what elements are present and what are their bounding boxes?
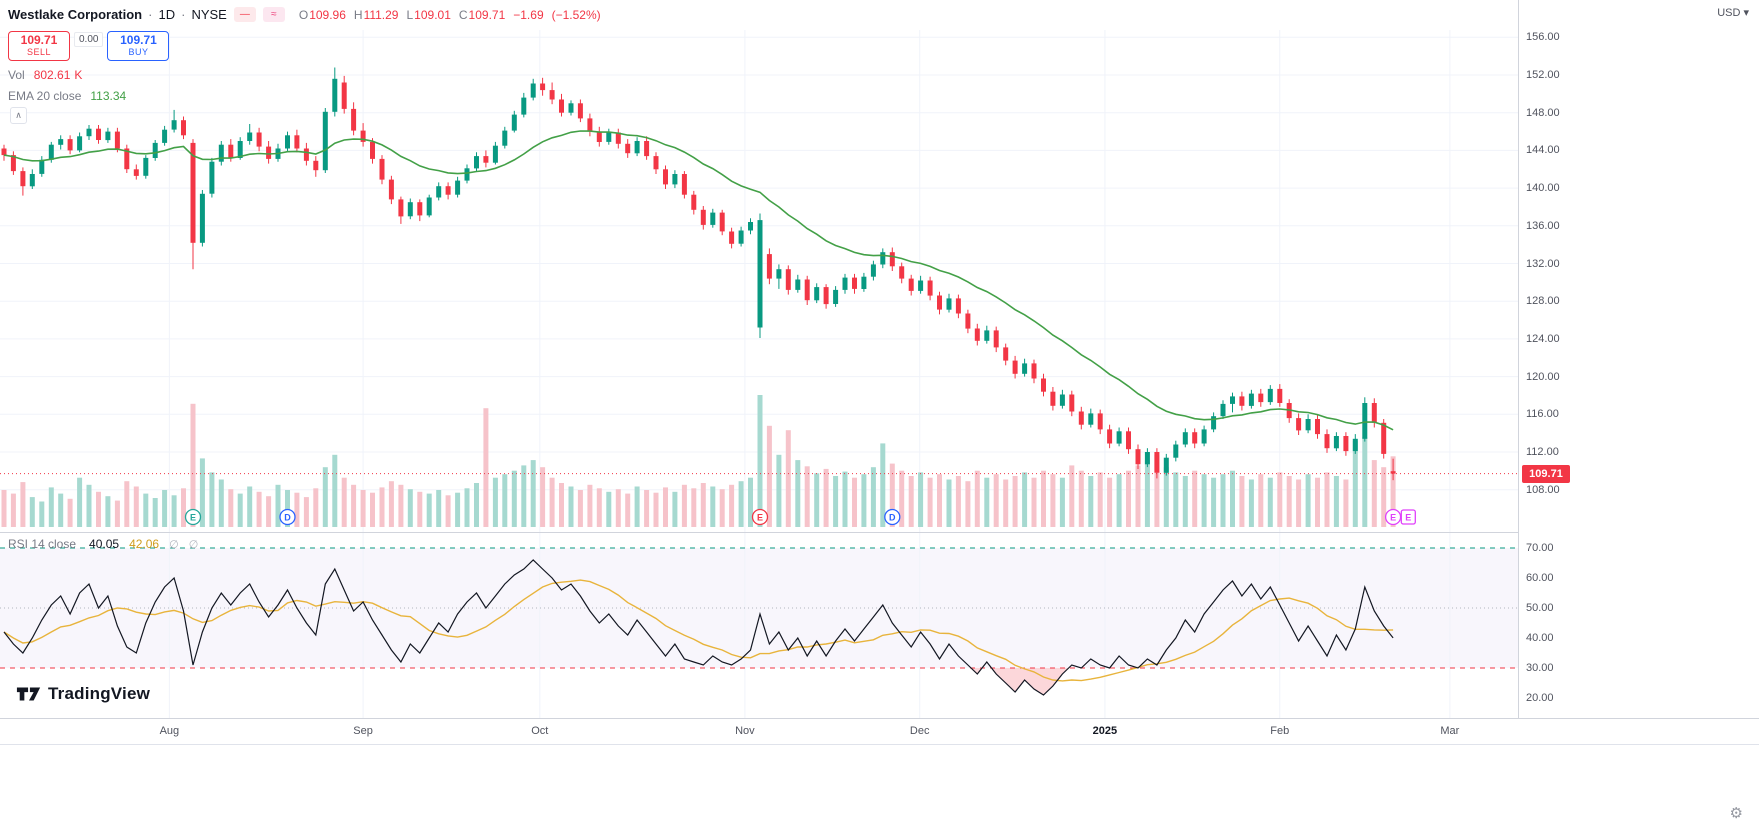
price-tick-label: 136.00	[1526, 219, 1560, 232]
time-axis-label: Aug	[159, 725, 180, 737]
price-tick-label: 152.00	[1526, 69, 1560, 81]
open-label: O	[298, 7, 309, 22]
settings-gear-icon[interactable]: ⚙	[1729, 805, 1743, 822]
rsi-value: 40.05	[89, 537, 120, 551]
collapse-legend-button[interactable]: ∧	[10, 107, 27, 124]
separator: ·	[148, 7, 153, 22]
price-axis[interactable]: USD ▾ 109.71 156.00 152.00 148.00 144.00 140…	[1518, 0, 1759, 745]
low-value: 109.01	[414, 7, 451, 22]
ohlc-readout: O109.96 H111.29 L109.01 C109.71 −1.69 (−…	[299, 8, 601, 22]
rsi-tick-label: 30.00	[1526, 662, 1554, 674]
tradingview-logo-mark	[16, 687, 41, 701]
high-value: 111.29	[363, 7, 399, 22]
delayed-data-icon[interactable]: ≈	[262, 7, 285, 22]
svg-text:E: E	[190, 513, 196, 523]
price-tick-label: 116.00	[1526, 408, 1559, 421]
symbol-legend: Westlake Corporation · 1D · NYSE — ≈ O10…	[8, 7, 601, 22]
price-tick-label: 108.00	[1526, 483, 1560, 496]
market-status-icon[interactable]: —	[233, 7, 256, 22]
time-axis-label: Dec	[909, 725, 930, 737]
event-marker-E[interactable]: E	[184, 508, 202, 526]
rsi-legend: RSI 14 close 40.05 42.06 ∅ ∅	[8, 537, 198, 551]
rsi-tick-label: 60.00	[1526, 572, 1554, 584]
volume-legend: Vol 802.61 K	[8, 68, 82, 82]
last-price-tag: 109.71	[1522, 464, 1570, 483]
volume-value: 802.61	[33, 68, 71, 82]
buy-button[interactable]: 109.71 BUY	[107, 31, 170, 61]
rsi-band-null-icon: ∅	[188, 538, 199, 551]
svg-text:D: D	[889, 513, 896, 523]
price-tick-label: 112.00	[1526, 446, 1559, 458]
price-tick-label: 144.00	[1526, 144, 1560, 157]
symbol-name[interactable]: Westlake Corporation	[8, 7, 143, 22]
tradingview-logo[interactable]: TradingView	[16, 683, 150, 705]
sell-label: SELL	[26, 47, 52, 57]
time-axis[interactable]: Aug Sep Oct Nov Dec 2025 Feb Mar	[0, 718, 1759, 745]
rsi-tick-label: 40.00	[1526, 632, 1554, 644]
time-axis-label: Nov	[735, 725, 755, 737]
price-tick-label: 132.00	[1526, 257, 1560, 270]
trade-panel: 109.71 SELL 0.00 109.71 BUY	[8, 31, 170, 61]
price-tick-label: 156.00	[1526, 31, 1560, 44]
event-marker-E[interactable]: E	[1400, 509, 1416, 525]
chevron-up-icon: ∧	[15, 110, 22, 120]
svg-text:E: E	[1390, 513, 1396, 523]
pane-separator[interactable]	[0, 532, 1759, 533]
buy-label: BUY	[128, 47, 149, 57]
price-tick-label: 128.00	[1526, 295, 1560, 308]
time-axis-label: 2025	[1092, 725, 1118, 737]
rsi-chart-canvas[interactable]	[0, 533, 1518, 718]
close-value: 109.71	[468, 7, 506, 22]
open-value: 109.96	[309, 7, 346, 22]
symbol-exchange[interactable]: NYSE	[191, 7, 227, 22]
ema-value: 113.34	[90, 89, 127, 103]
buy-price: 109.71	[120, 33, 157, 47]
tradingview-logo-text: TradingView	[48, 684, 151, 703]
symbol-interval[interactable]: 1D	[158, 7, 176, 22]
svg-text:E: E	[1405, 513, 1411, 523]
event-marker-D[interactable]: D	[884, 508, 901, 526]
time-axis-label: Feb	[1270, 725, 1290, 737]
change-value: −1.69	[513, 7, 544, 22]
price-tick-label: 124.00	[1526, 332, 1560, 345]
spread-value: 0.00	[74, 32, 104, 47]
ema-legend: EMA 20 close 113.34	[8, 89, 126, 103]
event-marker-D[interactable]: D	[279, 508, 296, 526]
ema-label: EMA 20 close	[8, 89, 82, 103]
rsi-label: RSI 14 close	[8, 537, 77, 551]
event-marker-E[interactable]: E	[1384, 508, 1402, 526]
rsi-tick-label: 70.00	[1526, 542, 1554, 554]
price-tick-label: 148.00	[1526, 106, 1560, 119]
high-label: H	[353, 7, 363, 22]
rsi-tick-label: 20.00	[1526, 692, 1554, 704]
currency-selector[interactable]: USD ▾	[1717, 6, 1749, 20]
time-axis-label: Sep	[353, 725, 373, 737]
volume-label: Vol	[8, 68, 25, 82]
rsi-ma-value: 42.06	[129, 537, 160, 551]
volume-unit: K	[74, 68, 83, 82]
sell-price: 109.71	[20, 33, 58, 47]
currency-label: USD	[1717, 6, 1741, 19]
svg-text:E: E	[757, 513, 763, 523]
sell-button[interactable]: 109.71 SELL	[8, 31, 70, 61]
separator: ·	[181, 7, 186, 22]
close-label: C	[458, 7, 468, 22]
chevron-down-icon: ▾	[1743, 7, 1749, 19]
price-tick-label: 120.00	[1526, 370, 1560, 383]
svg-text:D: D	[284, 513, 291, 523]
change-percent: (−1.52%)	[551, 7, 601, 22]
low-label: L	[406, 7, 414, 22]
price-tick-label: 140.00	[1526, 182, 1560, 195]
time-axis-label: Mar	[1440, 725, 1460, 737]
time-axis-label: Oct	[531, 725, 549, 737]
event-marker-E[interactable]: E	[751, 508, 769, 526]
rsi-band-null-icon: ∅	[169, 538, 179, 551]
rsi-tick-label: 50.00	[1526, 602, 1554, 614]
